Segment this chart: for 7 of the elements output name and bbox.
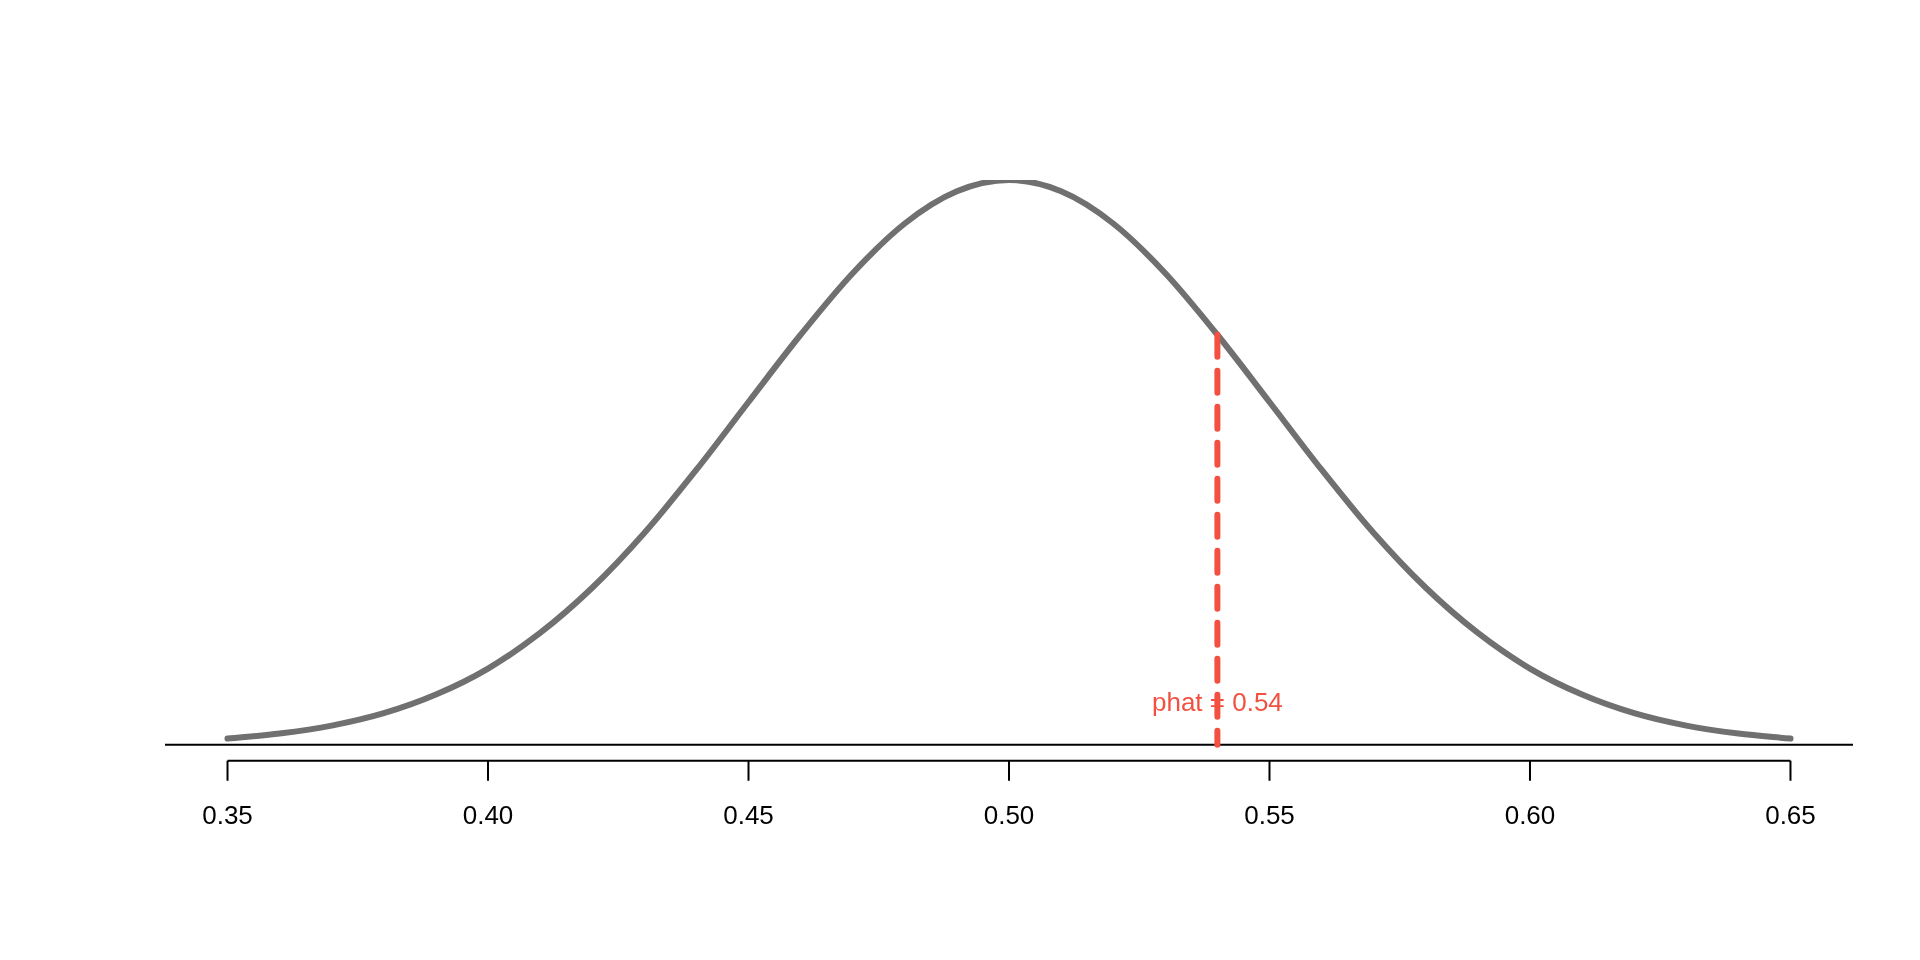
x-tick-label: 0.55 <box>1244 799 1295 830</box>
x-tick-label: 0.35 <box>202 799 253 830</box>
x-tick-label: 0.60 <box>1504 799 1556 830</box>
x-tick-label: 0.65 <box>1765 799 1816 830</box>
x-tick-label: 0.50 <box>983 799 1035 830</box>
x-tick-label: 0.40 <box>462 799 514 830</box>
x-tick-label: 0.45 <box>723 799 774 830</box>
